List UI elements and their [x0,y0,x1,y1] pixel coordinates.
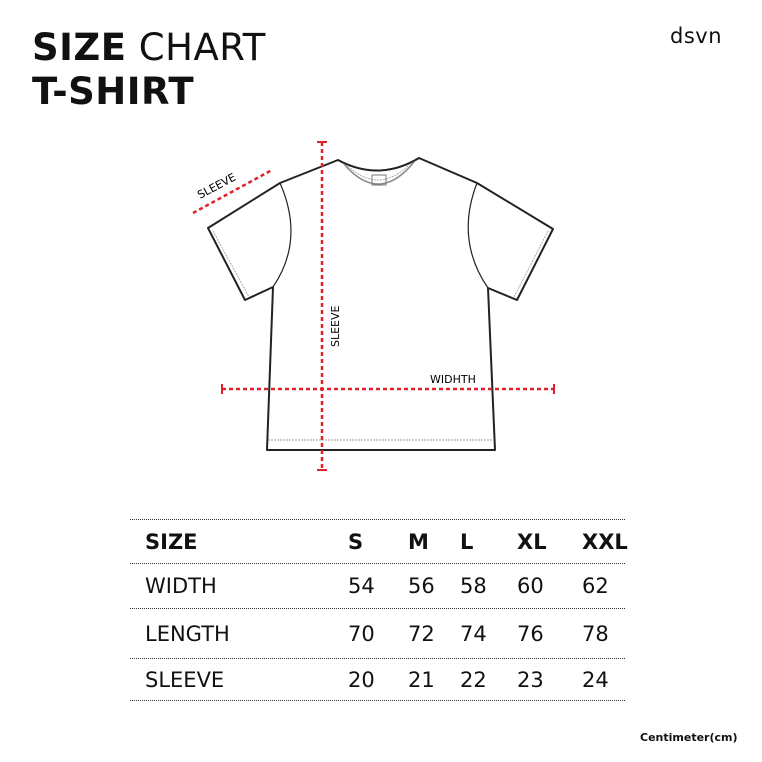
table-cell: 78 [582,621,609,646]
sleeve-vertical-label: SLEEVE [329,305,342,347]
column-header: SIZE [145,529,198,554]
title-bold: SIZE [32,26,127,69]
table-cell: 58 [460,574,487,598]
column-header: M [408,529,429,554]
table-row: LENGTH 70 72 74 76 78 [130,608,625,658]
table-cell: 70 [348,621,375,646]
table-cell: 20 [348,667,375,692]
table-cell: 74 [460,621,487,646]
table-cell: 56 [408,574,435,598]
row-label: SLEEVE [145,667,225,692]
measure-lines [192,142,554,470]
table-cell: 60 [517,574,544,598]
row-label: LENGTH [145,621,230,646]
table-cell: 72 [408,621,435,646]
table-row: WIDTH 54 56 58 60 62 [130,563,625,608]
column-header: XL [517,529,547,554]
table-row: SLEEVE 20 21 22 23 24 [130,658,625,701]
table-cell: 22 [460,667,487,692]
column-header: L [460,529,474,554]
column-header: XXL [582,529,628,554]
width-label: WIDHTH [430,373,476,386]
sleeve-measure-line [192,168,273,215]
page-title: SIZE CHART T-SHIRT [32,26,266,114]
table-cell: 54 [348,574,375,598]
tshirt-diagram: SLEEVE SLEEVE WIDHTH [192,141,555,471]
unit-note: Centimeter(cm) [640,731,738,744]
sleeve-diagonal-label: SLEEVE [195,171,238,202]
brand-logo: dsvn [670,24,723,48]
table-cell: 23 [517,667,544,692]
table-cell: 24 [582,667,609,692]
table-cell: 62 [582,574,609,598]
table-header-row: SIZE S M L XL XXL [130,519,628,563]
column-header: S [348,529,364,554]
title-light: CHART [138,26,266,69]
size-table: SIZE S M L XL XXL WIDTH 54 56 58 60 62 LENGTH 70 72 74 7… [130,519,628,701]
row-label: WIDTH [145,574,217,598]
subtitle: T-SHIRT [32,70,195,113]
table-cell: 21 [408,667,435,692]
table-cell: 76 [517,621,544,646]
tshirt-outline [207,157,554,451]
